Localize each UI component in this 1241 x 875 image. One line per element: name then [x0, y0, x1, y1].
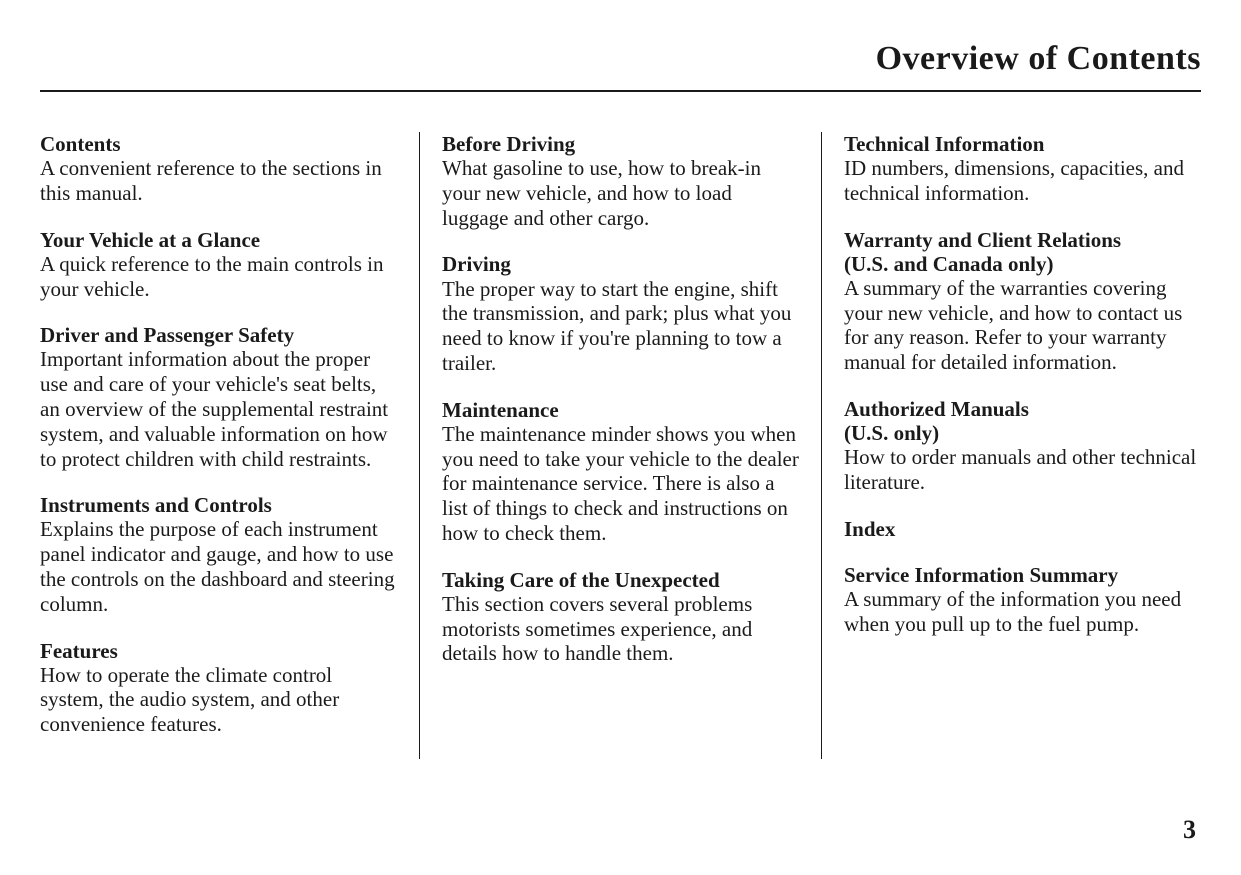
entry-title: Service Information Summary [844, 563, 1201, 587]
page-number: 3 [1183, 815, 1196, 845]
entry-desc: How to order manuals and other technical… [844, 445, 1201, 495]
contents-entry: Driving The proper way to start the engi… [442, 252, 799, 375]
entry-desc: A summary of the information you need wh… [844, 587, 1201, 637]
entry-desc: A convenient reference to the sections i… [40, 156, 397, 206]
entry-title: Instruments and Controls [40, 493, 397, 517]
entry-title: Maintenance [442, 398, 799, 422]
column-2: Before Driving What gasoline to use, how… [420, 132, 822, 759]
contents-entry: Features How to operate the climate cont… [40, 639, 397, 737]
column-1: Contents A convenient reference to the s… [40, 132, 420, 759]
entry-title: Features [40, 639, 397, 663]
entry-desc: Explains the purpose of each instrument … [40, 517, 397, 616]
contents-entry: Your Vehicle at a Glance A quick referen… [40, 228, 397, 302]
content-columns: Contents A convenient reference to the s… [40, 132, 1201, 759]
entry-subtitle: (U.S. only) [844, 421, 1201, 445]
contents-entry: Driver and Passenger Safety Important in… [40, 323, 397, 471]
entry-desc: A summary of the warranties covering you… [844, 276, 1201, 375]
entry-title: Contents [40, 132, 397, 156]
entry-desc: Important information about the proper u… [40, 347, 397, 471]
entry-title: Warranty and Client Relations [844, 228, 1201, 252]
entry-desc: The maintenance minder shows you when yo… [442, 422, 799, 546]
entry-title: Technical Information [844, 132, 1201, 156]
contents-entry: Technical Information ID numbers, dimens… [844, 132, 1201, 206]
entry-title: Driver and Passenger Safety [40, 323, 397, 347]
entry-desc: The proper way to start the engine, shif… [442, 277, 799, 376]
entry-desc: How to operate the climate control syste… [40, 663, 397, 737]
contents-entry: Instruments and Controls Explains the pu… [40, 493, 397, 616]
entry-desc: This section covers several problems mot… [442, 592, 799, 666]
entry-title: Before Driving [442, 132, 799, 156]
contents-entry: Service Information Summary A summary of… [844, 563, 1201, 637]
entry-desc: What gasoline to use, how to break-in yo… [442, 156, 799, 230]
entry-desc: ID numbers, dimensions, capacities, and … [844, 156, 1201, 206]
entry-subtitle: (U.S. and Canada only) [844, 252, 1201, 276]
contents-entry: Warranty and Client Relations (U.S. and … [844, 228, 1201, 375]
contents-entry: Contents A convenient reference to the s… [40, 132, 397, 206]
entry-title: Authorized Manuals [844, 397, 1201, 421]
contents-entry: Index [844, 517, 1201, 541]
contents-entry: Before Driving What gasoline to use, how… [442, 132, 799, 230]
entry-desc: A quick reference to the main controls i… [40, 252, 397, 302]
contents-entry: Taking Care of the Unexpected This secti… [442, 568, 799, 666]
entry-title: Driving [442, 252, 799, 276]
entry-title: Index [844, 517, 1201, 541]
entry-title: Your Vehicle at a Glance [40, 228, 397, 252]
page-title: Overview of Contents [40, 40, 1201, 92]
column-3: Technical Information ID numbers, dimens… [822, 132, 1201, 759]
entry-title: Taking Care of the Unexpected [442, 568, 799, 592]
contents-entry: Maintenance The maintenance minder shows… [442, 398, 799, 546]
contents-entry: Authorized Manuals (U.S. only) How to or… [844, 397, 1201, 495]
